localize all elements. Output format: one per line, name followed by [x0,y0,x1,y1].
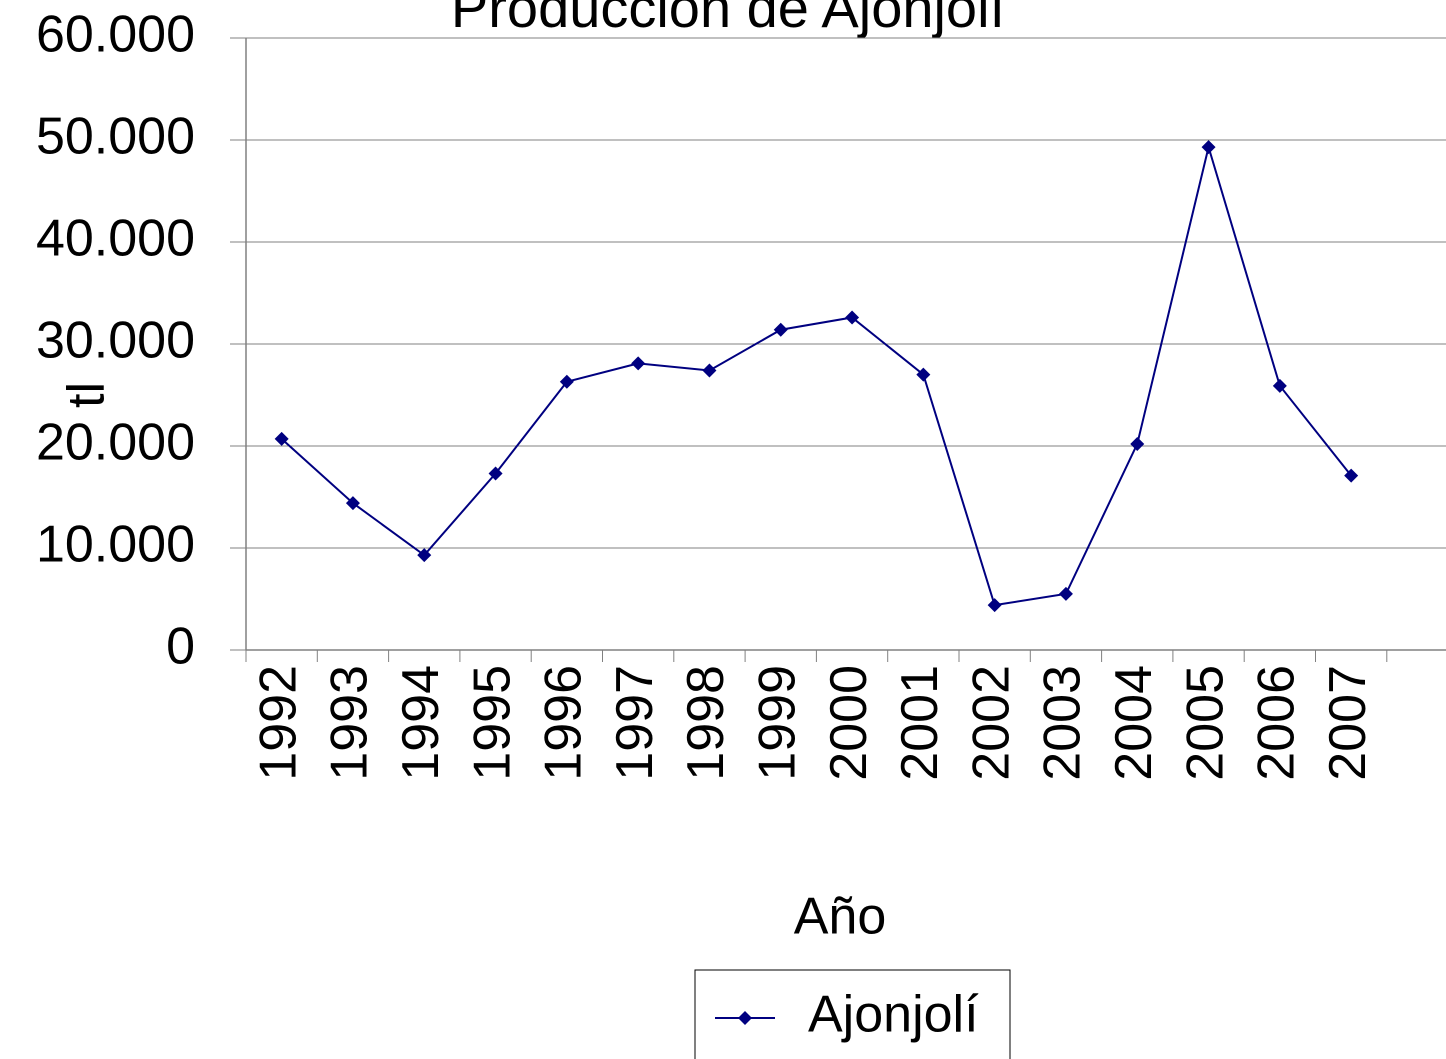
data-point [916,367,931,382]
data-point [1058,586,1073,601]
data-point [488,466,503,481]
data-point [631,356,646,371]
data-point [417,548,432,563]
legend-marker [738,1011,752,1025]
x-tick-label: 1997 [606,665,664,781]
x-tick-label: 1993 [321,665,379,781]
x-tick-label: 2006 [1248,665,1306,781]
data-point [845,310,860,325]
y-tick-label: 50.000 [36,108,195,166]
legend-label: Ajonjolí [808,986,979,1044]
x-axis-label: Año [794,888,887,946]
x-tick-label: 2003 [1034,665,1092,781]
x-tick-label: 2002 [962,665,1020,781]
x-tick-label: 2000 [820,665,878,781]
x-tick-label: 1998 [677,665,735,781]
y-axis-label: tl [58,382,116,408]
data-point [1272,378,1287,393]
data-point [702,363,717,378]
y-tick-label: 40.000 [36,210,195,268]
y-tick-label: 10.000 [36,516,195,574]
data-point [345,496,360,511]
data-point [1201,140,1216,155]
y-tick-label: 0 [166,618,195,676]
x-tick-label: 2001 [891,665,949,781]
data-point [274,431,289,446]
x-tick-label: 1992 [249,665,307,781]
x-tick-label: 1995 [463,665,521,781]
data-point [1130,436,1145,451]
series-line [280,143,1352,607]
data-point [773,322,788,337]
y-tick-label: 30.000 [36,312,195,370]
x-tick-label: 2005 [1176,665,1234,781]
data-point [559,374,574,389]
data-point [1344,468,1359,483]
data-point [987,598,1002,613]
x-tick-label: 1999 [748,665,806,781]
x-tick-label: 2004 [1105,665,1163,781]
x-tick-label: 2007 [1319,665,1377,781]
y-tick-label: 20.000 [36,414,195,472]
y-tick-label: 60.000 [36,6,195,64]
x-tick-label: 1994 [392,665,450,781]
chart-title: Producción de Ajonjolí [451,0,1006,39]
x-tick-label: 1996 [535,665,593,781]
